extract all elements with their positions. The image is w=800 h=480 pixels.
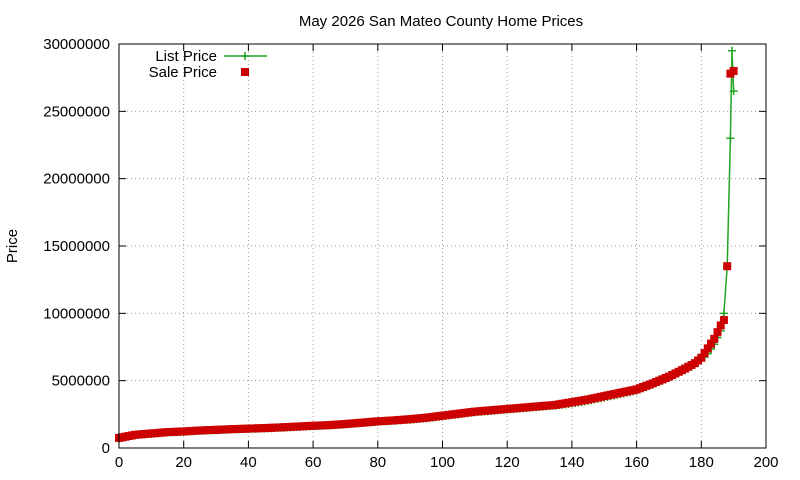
sale-price-point — [710, 334, 719, 343]
x-tick-label: 20 — [175, 454, 192, 471]
list-price-point — [729, 87, 738, 96]
x-tick-label: 160 — [624, 454, 649, 471]
y-tick-label: 0 — [102, 440, 110, 457]
y-axis-label: Price — [4, 229, 21, 263]
sale-price-point — [700, 349, 709, 358]
legend-label: Sale Price — [149, 64, 217, 81]
sale-price-point — [719, 316, 728, 325]
x-tick-label: 120 — [495, 454, 520, 471]
y-tick-label: 30000000 — [43, 36, 110, 53]
x-tick-label: 200 — [753, 454, 778, 471]
sale-price-point — [707, 339, 716, 348]
y-tick-label: 10000000 — [43, 305, 110, 322]
axis-ticks: 0 20 40 60 80 100 120 140 160 180 200 0 5000000 10000… — [43, 36, 778, 471]
sale-price-point — [713, 328, 722, 337]
x-tick-label: 60 — [305, 454, 322, 471]
legend-plus-swatch — [241, 52, 249, 60]
sale-price-point — [729, 66, 738, 75]
list-price-point — [719, 309, 728, 318]
y-tick-label: 15000000 — [43, 238, 110, 255]
legend-square-swatch — [241, 68, 249, 76]
x-tick-label: 0 — [115, 454, 123, 471]
y-tick-label: 5000000 — [52, 373, 110, 390]
x-tick-label: 180 — [689, 454, 714, 471]
sale-price-point — [697, 353, 706, 362]
x-tick-label: 40 — [240, 454, 257, 471]
y-tick-label: 20000000 — [43, 171, 110, 188]
x-tick-label: 80 — [369, 454, 386, 471]
list-price-point — [728, 46, 737, 55]
legend-label: List Price — [155, 48, 217, 65]
grid-lines — [119, 44, 766, 448]
chart-title: May 2026 San Mateo County Home Prices — [299, 13, 583, 30]
y-tick-label: 25000000 — [43, 103, 110, 120]
list-price-point — [726, 134, 735, 143]
sale-price-point — [703, 344, 712, 353]
series-layer — [115, 46, 738, 443]
x-tick-label: 100 — [430, 454, 455, 471]
x-tick-label: 140 — [559, 454, 584, 471]
sale-price-point — [723, 262, 732, 271]
sale-price-point — [716, 321, 725, 330]
